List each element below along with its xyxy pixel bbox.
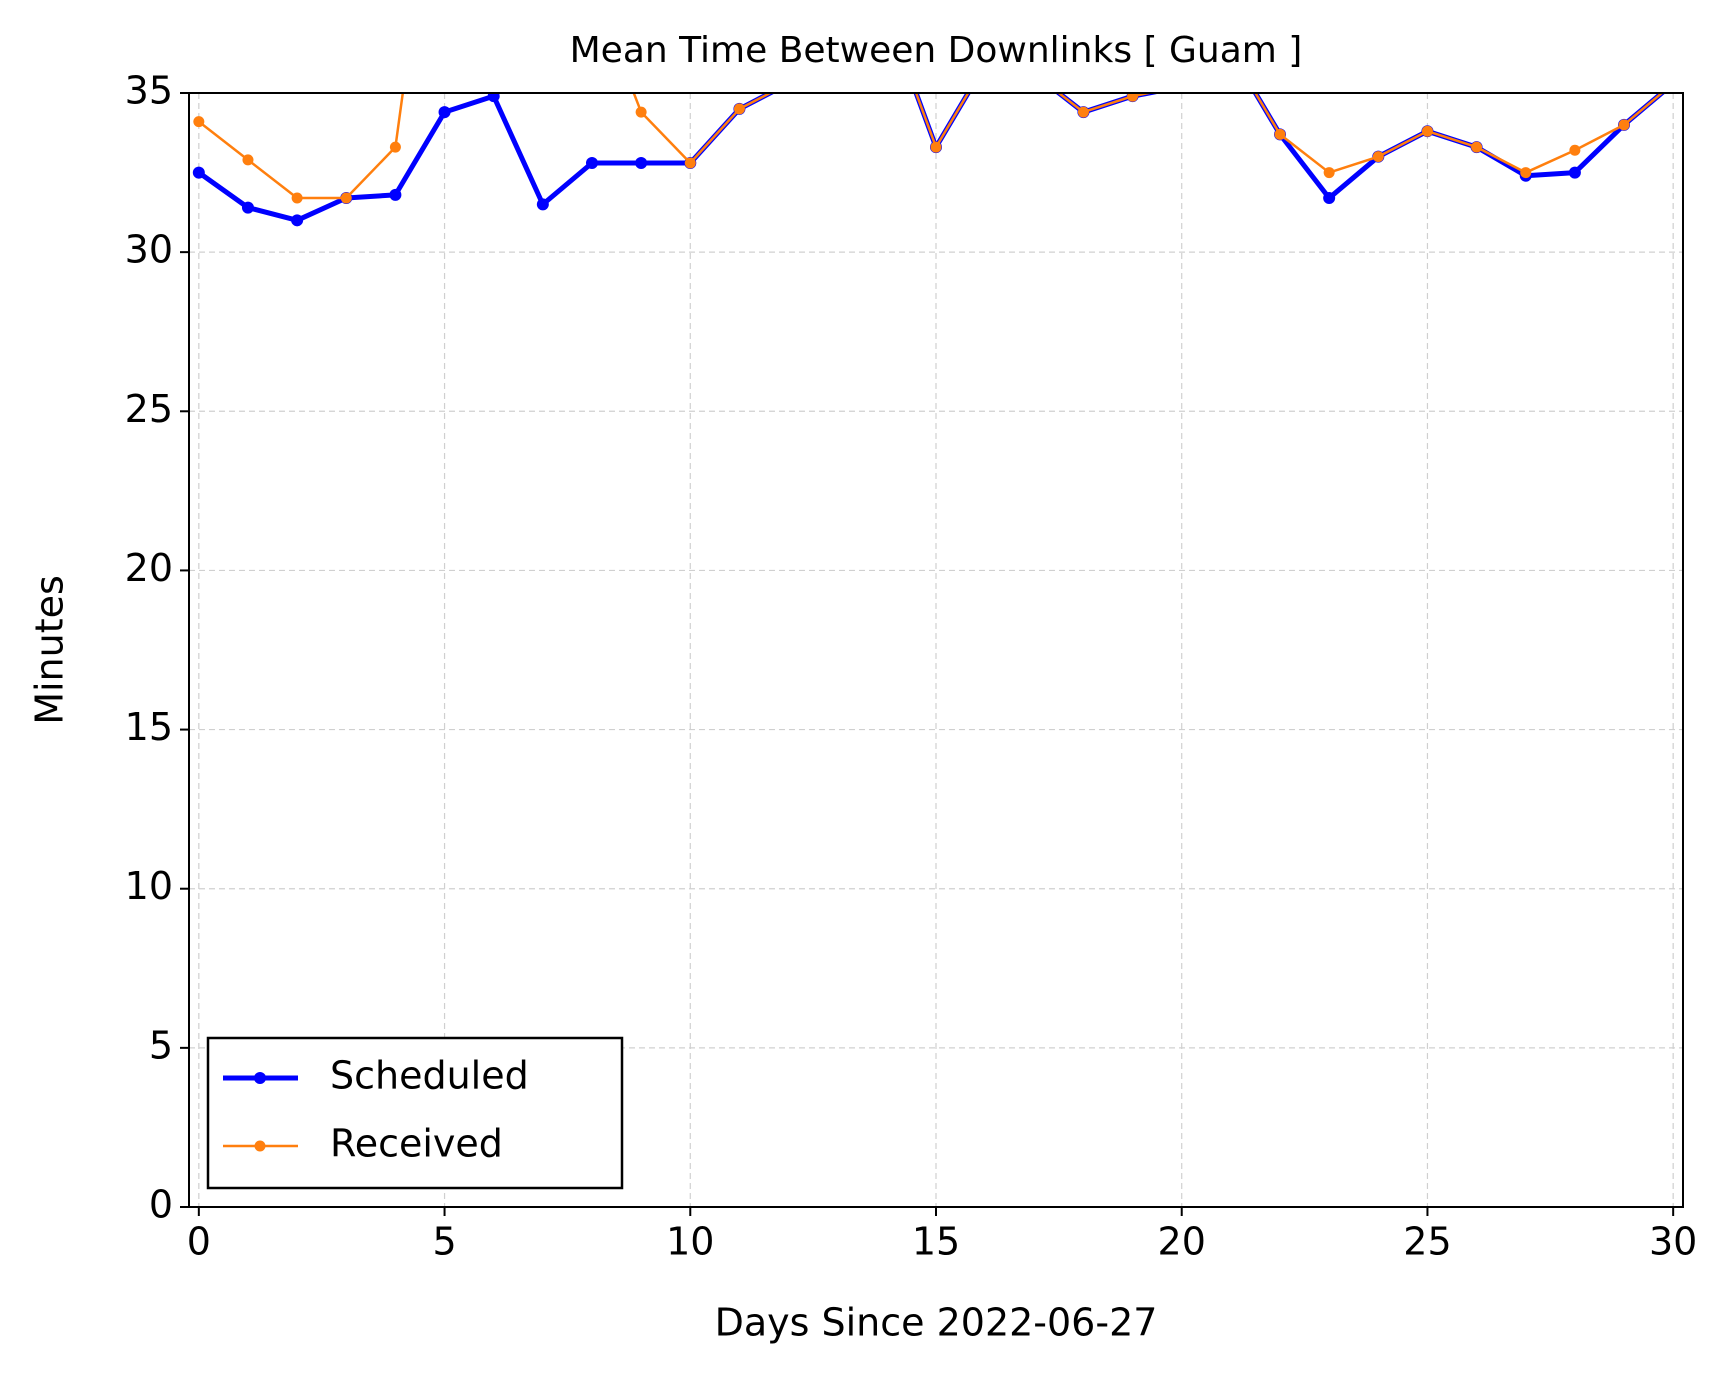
data-point [291, 192, 303, 204]
data-point [783, 77, 795, 89]
x-tick-label: 25 [1403, 1220, 1451, 1264]
x-axis-label: Days Since 2022-06-27 [715, 1301, 1158, 1345]
data-point [192, 166, 205, 179]
data-point [389, 188, 402, 201]
data-point [1667, 77, 1679, 89]
data-point [635, 106, 647, 118]
data-point [1568, 166, 1581, 179]
y-tick-label: 35 [125, 69, 173, 113]
data-point [1127, 93, 1139, 102]
y-tick-label: 10 [125, 864, 173, 908]
legend-box [206, 1036, 624, 1190]
legend-label: Received [330, 1122, 503, 1166]
data-point [635, 157, 648, 170]
data-point [1176, 81, 1187, 92]
data-point [1668, 78, 1679, 89]
x-tick-label: 20 [1158, 1220, 1206, 1264]
data-point [1618, 119, 1630, 131]
data-point [242, 154, 254, 166]
legend-marker [254, 1072, 266, 1084]
data-point [1176, 81, 1188, 93]
x-tick-label: 30 [1649, 1220, 1697, 1264]
legend-label: Scheduled [330, 1054, 529, 1098]
data-point [1372, 151, 1384, 163]
data-point [930, 141, 942, 153]
data-point [585, 157, 598, 170]
y-tick-label: 20 [125, 546, 173, 590]
data-point [881, 7, 893, 19]
data-point [1323, 167, 1335, 179]
legend-marker [254, 1140, 266, 1152]
data-point [1077, 106, 1089, 118]
data-point [536, 198, 549, 211]
chart-title: Mean Time Between Downlinks [ Guam ] [570, 30, 1303, 71]
x-tick-label: 15 [912, 1220, 960, 1264]
data-point [1471, 141, 1483, 153]
data-point [733, 103, 745, 115]
data-point [1274, 128, 1286, 140]
y-tick-label: 5 [149, 1023, 173, 1067]
data-point [783, 78, 794, 89]
x-tick-label: 5 [432, 1220, 456, 1264]
data-point [438, 106, 451, 119]
data-point [1520, 167, 1532, 179]
data-point [340, 192, 352, 204]
data-point [193, 116, 205, 128]
data-point [241, 201, 254, 214]
y-axis-label: Minutes [28, 575, 72, 725]
plot-frame [188, 92, 1684, 1208]
plot-area [192, 7, 1679, 227]
x-tick-label: 10 [666, 1220, 714, 1264]
data-point [1421, 125, 1433, 137]
data-point [487, 93, 500, 103]
data-point [389, 141, 401, 153]
data-point [291, 214, 304, 227]
x-tick-label: 0 [187, 1220, 211, 1264]
y-tick-label: 30 [125, 228, 173, 272]
y-tick-label: 0 [149, 1183, 173, 1227]
y-tick-label: 25 [125, 387, 173, 431]
data-point [1323, 192, 1336, 205]
data-point [1569, 144, 1581, 156]
data-point [684, 157, 696, 169]
data-point [881, 8, 892, 19]
y-tick-label: 15 [125, 705, 173, 749]
